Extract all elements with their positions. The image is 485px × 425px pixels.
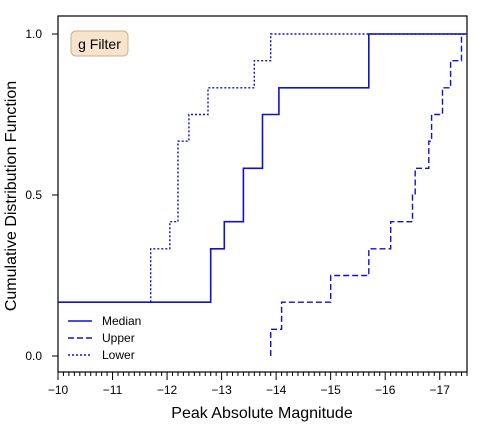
legend: Median Upper Lower [68, 314, 141, 362]
x-tick-label: −10 [48, 383, 69, 397]
x-tick-label: −16 [375, 383, 396, 397]
filter-annotation: g Filter [70, 30, 129, 57]
series-upper-line [270, 34, 463, 356]
legend-label-upper: Upper [102, 331, 135, 345]
x-tick-label: −11 [103, 383, 123, 397]
legend-label-median: Median [102, 314, 141, 328]
filter-annotation-box [70, 30, 129, 57]
plot-frame [57, 15, 468, 373]
series-layer [58, 33, 467, 356]
y-tick-label: 0.5 [25, 188, 42, 202]
y-tick-label: 0.0 [25, 349, 42, 363]
series-median-line [58, 33, 467, 304]
x-tick-label: −13 [211, 383, 232, 397]
filter-annotation-text: g Filter [78, 36, 121, 52]
x-axis-label: Peak Absolute Magnitude [171, 405, 353, 422]
x-axis: −10 −11 −12 −13 −14 −15 −16 −17 [48, 372, 468, 397]
series-lower-line [149, 33, 467, 303]
x-tick-label: −14 [266, 383, 287, 397]
x-tick-label: −15 [320, 383, 341, 397]
legend-label-lower: Lower [102, 348, 135, 362]
y-axis: 0.0 0.5 1.0 [25, 27, 58, 363]
y-axis-label: Cumulative Distribution Function [3, 81, 20, 311]
x-tick-label: −12 [157, 383, 178, 397]
x-tick-label: −17 [430, 383, 451, 397]
y-tick-label: 1.0 [25, 27, 42, 41]
